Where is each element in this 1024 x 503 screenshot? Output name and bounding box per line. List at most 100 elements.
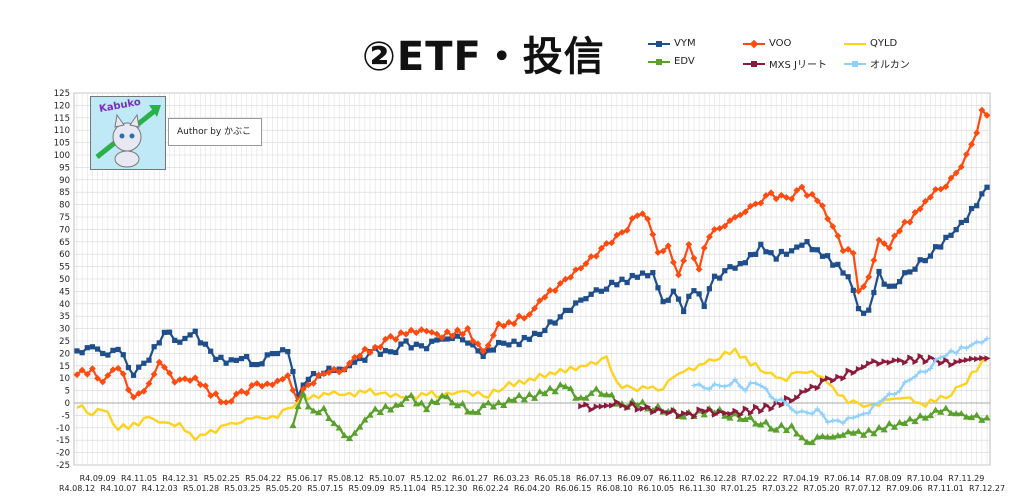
data-point-voo (947, 174, 955, 182)
data-point-edv (438, 392, 446, 399)
x-tick-label: R5.08.12 (328, 474, 364, 483)
data-point-orukan (835, 417, 841, 424)
data-point-orukan (979, 340, 985, 346)
data-point-vym (711, 273, 718, 279)
x-tick-label: R6.04.20 (514, 484, 550, 493)
data-point-voo (556, 279, 564, 287)
x-tick-label: R6.11.30 (679, 484, 715, 493)
data-point-voo (844, 245, 852, 253)
data-point-edv (741, 415, 749, 422)
data-point-vym (917, 257, 923, 263)
data-point-voo (875, 236, 883, 244)
data-point-voo (577, 264, 585, 272)
data-point-mxs-jreit (804, 387, 811, 394)
y-tick-label: 25 (59, 337, 70, 347)
data-point-voo (572, 266, 580, 274)
data-point-vym (136, 364, 142, 370)
data-point-voo (813, 197, 821, 205)
data-point-mxs-jreit (927, 354, 935, 361)
data-point-vym (213, 356, 219, 362)
data-point-voo (628, 215, 636, 222)
data-point-voo (536, 297, 544, 305)
data-point-mxs-jreit (593, 403, 600, 410)
data-point-voo (382, 335, 389, 343)
data-point-voo (870, 256, 878, 264)
x-tick-label: R5.04.22 (245, 474, 281, 483)
data-point-voo (834, 232, 842, 240)
data-point-voo (957, 163, 965, 171)
data-point-vym (845, 274, 851, 280)
data-point-mxs-jreit (588, 406, 595, 413)
x-tick-label: R6.10.05 (638, 484, 674, 493)
data-point-voo (932, 185, 939, 193)
data-point-mxs-jreit (917, 352, 924, 360)
data-point-vym (624, 279, 630, 286)
data-point-voo (762, 192, 770, 199)
data-point-voo (603, 239, 610, 247)
data-point-voo (104, 372, 112, 379)
data-point-edv (865, 426, 873, 433)
data-point-voo (927, 193, 934, 201)
data-point-voo (685, 241, 693, 248)
data-point-vym (686, 293, 692, 299)
data-point-vym (912, 266, 918, 272)
data-point-edv (294, 402, 302, 410)
data-point-voo (613, 231, 621, 239)
x-tick-label: R7.11.29 (948, 474, 984, 483)
data-point-voo (531, 304, 538, 312)
data-point-edv (582, 394, 590, 401)
data-point-edv (803, 438, 811, 445)
data-point-voo (788, 195, 796, 203)
data-point-edv (494, 398, 503, 406)
data-point-edv (798, 434, 806, 441)
data-point-edv (392, 401, 400, 408)
data-point-vym (274, 350, 281, 357)
data-point-mxs-jreit (624, 404, 631, 412)
y-tick-label: 40 (59, 300, 70, 310)
data-point-voo (865, 273, 873, 281)
data-point-voo (793, 186, 801, 194)
data-point-vym (424, 346, 430, 352)
data-point-voo (546, 286, 554, 294)
data-point-edv (546, 384, 554, 391)
data-point-edv (417, 399, 426, 406)
data-point-vym (511, 338, 517, 344)
data-point-voo (757, 199, 765, 207)
data-point-voo (695, 265, 703, 273)
data-point-vym (984, 184, 990, 190)
data-point-orukan (763, 386, 769, 392)
data-point-voo (145, 380, 153, 388)
data-point-edv (479, 401, 487, 409)
data-point-vym (192, 328, 198, 334)
data-point-voo (176, 376, 184, 384)
data-point-voo (783, 194, 790, 201)
data-point-vym (156, 340, 162, 346)
data-point-voo (891, 232, 898, 240)
data-point-vym (938, 244, 944, 250)
data-point-edv (824, 433, 832, 440)
data-point-vym (675, 296, 682, 302)
y-tick-label: 80 (59, 201, 70, 211)
data-point-voo (371, 343, 379, 351)
data-point-voo (824, 215, 832, 223)
data-point-orukan (984, 335, 990, 342)
data-point-edv (330, 419, 338, 427)
data-point-edv (577, 394, 585, 401)
y-tick-label: 15 (59, 362, 70, 372)
data-point-voo (495, 320, 502, 328)
data-point-orukan (711, 381, 718, 387)
data-point-mxs-jreit (603, 402, 611, 409)
data-point-vym (855, 306, 862, 312)
data-point-orukan (814, 406, 820, 412)
data-point-vym (722, 268, 728, 274)
data-point-vym (639, 270, 646, 276)
data-point-voo (567, 274, 574, 281)
legend-item-vym: VYM (648, 38, 696, 49)
data-point-voo (227, 398, 235, 405)
y-tick-label: 35 (59, 312, 70, 322)
data-point-edv (500, 401, 508, 408)
data-point-voo (114, 364, 122, 372)
data-point-vym (650, 270, 656, 276)
data-point-orukan (773, 398, 779, 404)
data-point-vym (259, 361, 265, 367)
